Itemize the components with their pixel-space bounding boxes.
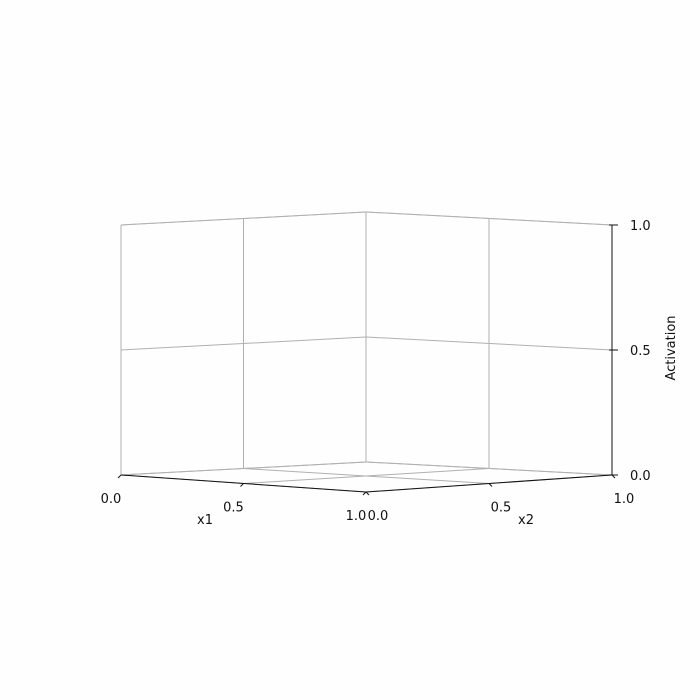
x-tick-mark <box>240 483 244 487</box>
y-tick-label: 1.0 <box>614 492 635 507</box>
y-tick-label: 0.0 <box>368 509 389 524</box>
x-axis-label: x1 <box>197 513 213 528</box>
axis-layer <box>117 224 618 496</box>
x-tick-label: 0.0 <box>101 492 122 507</box>
grid-layer <box>120 211 613 493</box>
label-layer: x1 x2 Activation 0.00.51.0 0.00.51.00.00.… <box>101 219 679 528</box>
y-axis-label: x2 <box>518 513 534 528</box>
floor-y-gridline <box>365 461 613 476</box>
floor-y-gridline <box>243 468 490 484</box>
z-tick-label: 1.0 <box>630 219 651 234</box>
z-tick-label: 0.5 <box>630 344 651 359</box>
x-tick-mark <box>117 474 122 479</box>
z-axis-label: Activation <box>664 315 679 380</box>
x-tick-label: 0.5 <box>223 501 244 516</box>
y-tick-label: 0.5 <box>491 501 512 516</box>
z-tick-label: 0.0 <box>630 469 651 484</box>
y-tick-mark <box>365 491 370 496</box>
y-tick-mark <box>488 483 493 487</box>
x-tick-label: 1.0 <box>346 509 367 524</box>
x-tick-mark <box>362 491 367 496</box>
